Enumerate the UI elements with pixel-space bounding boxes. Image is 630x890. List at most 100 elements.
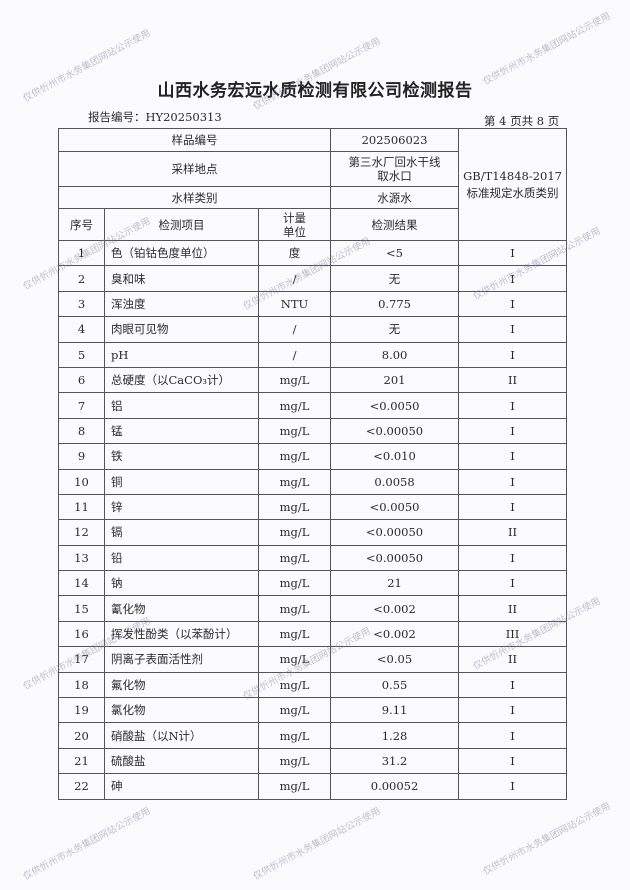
row-result: <0.00050 bbox=[330, 544, 460, 572]
row-item: 铝 bbox=[104, 392, 259, 419]
watermark: 仅供忻州市水务集团网站公示使用 bbox=[21, 805, 153, 883]
row-unit: mg/L bbox=[257, 493, 332, 521]
row-result: 21 bbox=[330, 570, 460, 597]
table-row: 4 肉眼可见物 / 无 I bbox=[58, 316, 568, 343]
row-seq: 20 bbox=[58, 722, 105, 749]
row-result: 0.00052 bbox=[330, 773, 460, 800]
table-row: 14 钠 mg/L 21 I bbox=[58, 570, 568, 597]
row-unit: mg/L bbox=[257, 646, 332, 673]
row-item: 锌 bbox=[104, 493, 259, 521]
row-result: 1.28 bbox=[330, 722, 460, 749]
location-line1: 第三水厂回水干线 bbox=[348, 155, 441, 169]
table-row: 21 硫酸盐 mg/L 31.2 I bbox=[58, 747, 568, 775]
row-seq: 12 bbox=[58, 519, 105, 546]
standard-code: GB/T14848-2017 bbox=[463, 168, 562, 183]
table-row: 12 镉 mg/L <0.00050 II bbox=[58, 519, 568, 546]
location-line2: 取水口 bbox=[377, 169, 412, 183]
table-row: 9 铁 mg/L <0.010 I bbox=[58, 443, 568, 470]
row-seq: 3 bbox=[58, 290, 105, 318]
location-label: 采样地点 bbox=[57, 151, 332, 187]
table-row: 1 色（铂钴色度单位）度 <5 I bbox=[58, 239, 568, 267]
row-result: <0.010 bbox=[330, 443, 460, 470]
row-class: I bbox=[458, 671, 568, 699]
row-class: II bbox=[458, 595, 568, 622]
row-item: 挥发性酚类（以苯酚计） bbox=[104, 620, 259, 648]
row-class: I bbox=[458, 443, 568, 470]
table-row: 16 挥发性酚类（以苯酚计） mg/L <0.002 III bbox=[58, 620, 568, 648]
row-item: 钠 bbox=[104, 570, 259, 597]
row-unit: mg/L bbox=[257, 443, 332, 470]
row-seq: 6 bbox=[58, 366, 105, 394]
row-unit: mg/L bbox=[257, 570, 332, 597]
row-item: 铜 bbox=[104, 468, 259, 495]
row-class: I bbox=[458, 722, 568, 749]
row-class: I bbox=[458, 341, 568, 368]
location: 第三水厂回水干线 取水口 bbox=[330, 151, 460, 187]
row-result: <0.0050 bbox=[330, 493, 460, 521]
row-seq: 18 bbox=[58, 671, 105, 699]
row-result: 无 bbox=[330, 265, 460, 292]
row-item: 砷 bbox=[104, 773, 259, 800]
table-row: 6 总硬度（以CaCO₃计） mg/L 201 II bbox=[58, 366, 568, 394]
row-seq: 11 bbox=[58, 493, 105, 521]
row-result: 9.11 bbox=[330, 697, 460, 724]
row-result: <0.0050 bbox=[330, 392, 460, 419]
table-row: 15 氰化物 mg/L <0.002 II bbox=[58, 595, 568, 622]
row-result: <0.05 bbox=[330, 646, 460, 673]
row-seq: 17 bbox=[58, 646, 105, 673]
row-unit: / bbox=[257, 316, 332, 343]
row-unit: mg/L bbox=[257, 519, 332, 546]
row-class: I bbox=[458, 265, 568, 292]
standard-label: 标准规定水质类别 bbox=[466, 185, 559, 200]
row-unit: NTU bbox=[257, 290, 332, 318]
row-item: 镉 bbox=[104, 519, 259, 546]
table-row: 13 铅 mg/L <0.00050 I bbox=[58, 544, 568, 572]
row-item: 硫酸盐 bbox=[104, 747, 259, 775]
sample-no: 202506023 bbox=[330, 128, 460, 152]
table-row: 19 氯化物 mg/L 9.11 I bbox=[58, 697, 568, 724]
table-row: 20 硝酸盐（以N计） mg/L 1.28 I bbox=[58, 722, 568, 749]
col-unit-line2: 单位 bbox=[283, 224, 307, 239]
row-result: 201 bbox=[330, 366, 460, 394]
report-title: 山西水务宏远水质检测有限公司检测报告 bbox=[157, 81, 473, 101]
row-seq: 5 bbox=[58, 341, 105, 368]
row-item: 铅 bbox=[104, 544, 259, 572]
row-class: I bbox=[458, 570, 568, 597]
row-unit: mg/L bbox=[257, 722, 332, 749]
table-row: 8 锰 mg/L <0.00050 I bbox=[58, 417, 568, 445]
row-item: 臭和味 bbox=[104, 265, 259, 292]
row-result: <0.002 bbox=[330, 620, 460, 648]
row-result: 8.00 bbox=[330, 341, 460, 368]
row-class: I bbox=[458, 697, 568, 724]
row-seq: 22 bbox=[58, 773, 105, 800]
row-unit: mg/L bbox=[257, 544, 332, 572]
row-class: I bbox=[458, 493, 568, 521]
row-seq: 10 bbox=[58, 468, 105, 495]
row-seq: 1 bbox=[58, 239, 105, 267]
row-class: I bbox=[458, 417, 568, 445]
row-item: 总硬度（以CaCO₃计） bbox=[104, 366, 259, 394]
row-item: 浑浊度 bbox=[104, 290, 259, 318]
row-result: 0.55 bbox=[330, 671, 460, 699]
row-unit: mg/L bbox=[257, 392, 332, 419]
row-unit: mg/L bbox=[257, 468, 332, 495]
row-item: 锰 bbox=[104, 417, 259, 445]
row-unit: mg/L bbox=[257, 620, 332, 648]
row-seq: 4 bbox=[58, 316, 105, 343]
row-class: II bbox=[458, 366, 568, 394]
row-class: I bbox=[458, 392, 568, 419]
row-seq: 19 bbox=[58, 697, 105, 724]
row-unit: mg/L bbox=[257, 697, 332, 724]
table-row: 3 浑浊度 NTU 0.775 I bbox=[58, 290, 568, 318]
col-item: 检测项目 bbox=[104, 208, 259, 241]
row-class: III bbox=[458, 620, 568, 648]
col-unit: 计量 单位 bbox=[257, 208, 332, 241]
row-unit: mg/L bbox=[257, 366, 332, 394]
table-row: 22 砷 mg/L 0.00052 I bbox=[58, 773, 568, 800]
row-item: 阴离子表面活性剂 bbox=[104, 646, 259, 673]
row-item: 氯化物 bbox=[104, 697, 259, 724]
watermark: 仅供忻州市水务集团网站公示使用 bbox=[481, 800, 613, 878]
table-row: 11 锌 mg/L <0.0050 I bbox=[58, 493, 568, 521]
row-result: 0.0058 bbox=[330, 468, 460, 495]
row-seq: 8 bbox=[58, 417, 105, 445]
